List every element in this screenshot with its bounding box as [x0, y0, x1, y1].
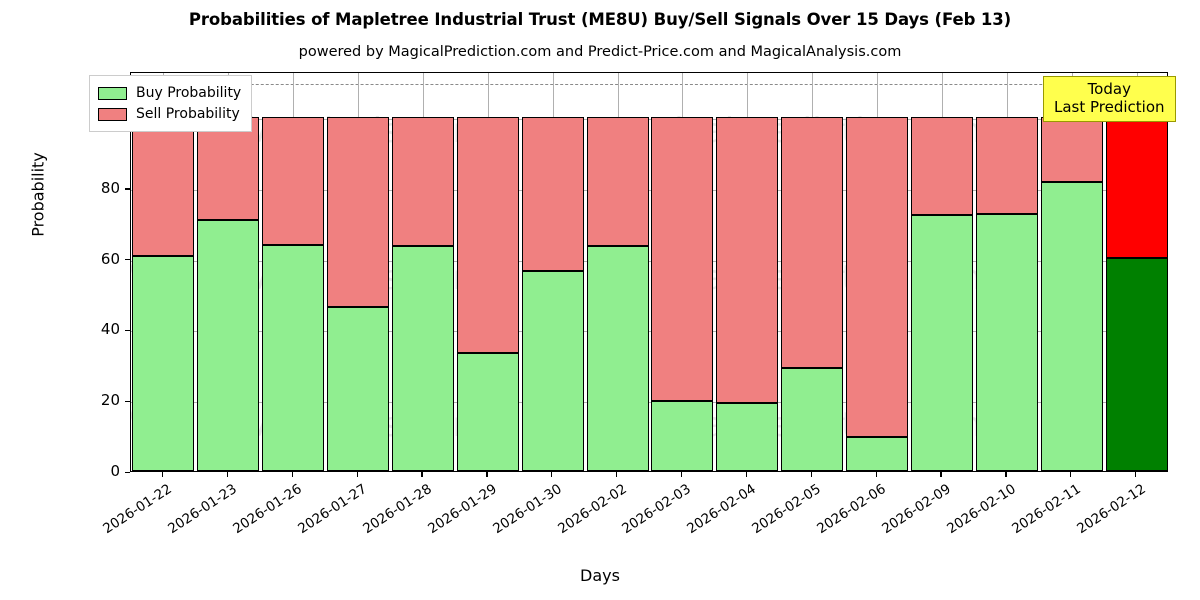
legend-label-sell: Sell Probability: [136, 106, 240, 122]
y-axis-tick: [125, 400, 130, 402]
bar-segment-buy: [521, 270, 584, 471]
bar-group: [846, 73, 909, 471]
bar-group: [262, 73, 325, 471]
bar-segment-sell: [456, 117, 519, 353]
bar-segment-sell: [1040, 117, 1103, 183]
bar-segment-sell: [391, 117, 454, 247]
bar-group: [132, 73, 195, 471]
y-axis-tick-label: 60: [100, 249, 120, 268]
x-axis-tick: [940, 472, 942, 477]
bar-group: [651, 73, 714, 471]
bar-group: [781, 73, 844, 471]
chart-subtitle: powered by MagicalPrediction.com and Pre…: [298, 44, 902, 60]
bar-group: [1105, 73, 1167, 471]
gridline-y: [131, 402, 1167, 404]
y-axis-label: Probability: [28, 152, 48, 237]
bar-segment-sell: [327, 117, 390, 308]
y-axis-tick: [125, 471, 130, 473]
x-axis-tick: [1135, 472, 1137, 477]
threshold-line: [131, 83, 1167, 85]
today-annotation-line1: Today: [1087, 80, 1131, 98]
bar-group: [521, 73, 584, 471]
y-axis-tick: [125, 329, 130, 332]
bar-group: [456, 73, 519, 471]
gridline-y: [131, 331, 1167, 333]
x-axis-tick: [486, 472, 488, 477]
bar-group: [327, 73, 390, 471]
bar-segment-buy: [197, 220, 260, 471]
legend-item-sell: Sell Probability: [98, 104, 241, 124]
bar-group: [391, 73, 454, 471]
x-axis-tick: [356, 472, 358, 477]
bar-segment-sell: [197, 117, 260, 221]
bar-segment-buy: [132, 255, 195, 471]
bar-segment-sell: [846, 117, 909, 437]
bar-group: [1040, 73, 1103, 471]
bar-group: [197, 73, 260, 471]
gridline-y: [131, 260, 1167, 262]
bar-segment-buy: [910, 215, 973, 471]
x-axis-tick: [875, 472, 877, 477]
bar-segment-buy: [975, 213, 1038, 471]
x-axis-label: Days: [580, 566, 620, 585]
bar-segment-buy: [716, 403, 779, 471]
bar-segment-buy: [456, 352, 519, 471]
bar-segment-sell: [1105, 117, 1167, 258]
today-annotation-line2: Last Prediction: [1054, 97, 1165, 116]
bar-segment-sell: [262, 117, 325, 246]
x-axis-tick: [421, 472, 423, 477]
x-axis-tick: [551, 472, 553, 477]
y-axis-tick-label: 0: [110, 462, 120, 480]
bar-group: [716, 73, 779, 471]
x-axis-tick: [616, 472, 618, 477]
legend-item-buy: Buy Probability: [98, 83, 241, 103]
gridline-y: [131, 119, 1167, 121]
bar-segment-sell: [716, 117, 779, 404]
bar-segment-sell: [781, 117, 844, 368]
y-axis-tick-label: 40: [100, 320, 120, 339]
bar-segment-buy: [1105, 257, 1167, 471]
bar-group: [586, 73, 649, 471]
y-axis-tick: [125, 259, 130, 261]
x-axis-tick: [680, 472, 683, 477]
bar-segment-sell: [586, 117, 649, 247]
x-axis-tick: [226, 472, 228, 477]
bar-segment-buy: [781, 367, 844, 471]
bar-group: [975, 73, 1038, 471]
x-axis-tick: [810, 472, 812, 477]
chart-legend: Buy Probability Sell Probability: [89, 75, 253, 132]
plot-area: MagicalAnalysis.comMagicalPrediction.com…: [130, 72, 1168, 472]
x-axis-tick: [161, 472, 164, 477]
bar-segment-buy: [651, 401, 714, 471]
bar-segment-sell: [651, 117, 714, 402]
bar-segment-sell: [975, 117, 1038, 214]
legend-swatch-buy-icon: [98, 86, 127, 100]
x-axis-tick: [1070, 472, 1072, 477]
today-annotation: Today Last Prediction: [1043, 76, 1176, 123]
bar-segment-sell: [521, 117, 584, 271]
y-axis-tick: [125, 188, 130, 190]
legend-label-buy: Buy Probability: [136, 85, 242, 101]
legend-swatch-sell-icon: [98, 107, 127, 121]
bar-segment-buy: [391, 246, 454, 471]
x-axis-tick: [291, 472, 293, 477]
bar-segment-buy: [327, 307, 390, 471]
y-axis-tick-label: 20: [100, 391, 120, 410]
bar-segment-sell: [910, 117, 973, 216]
y-axis-tick-label: 80: [100, 178, 120, 197]
bar-group: [910, 73, 973, 471]
bar-segment-buy: [262, 245, 325, 471]
x-axis-tick: [745, 472, 747, 477]
gridline-y: [131, 189, 1167, 191]
bar-segment-buy: [586, 246, 649, 471]
x-axis-tick: [1005, 472, 1007, 477]
bar-segment-buy: [846, 436, 909, 471]
bar-segment-buy: [1040, 182, 1103, 471]
bar-segment-sell: [132, 117, 195, 256]
chart-title: Probabilities of Mapletree Industrial Tr…: [188, 10, 1012, 29]
